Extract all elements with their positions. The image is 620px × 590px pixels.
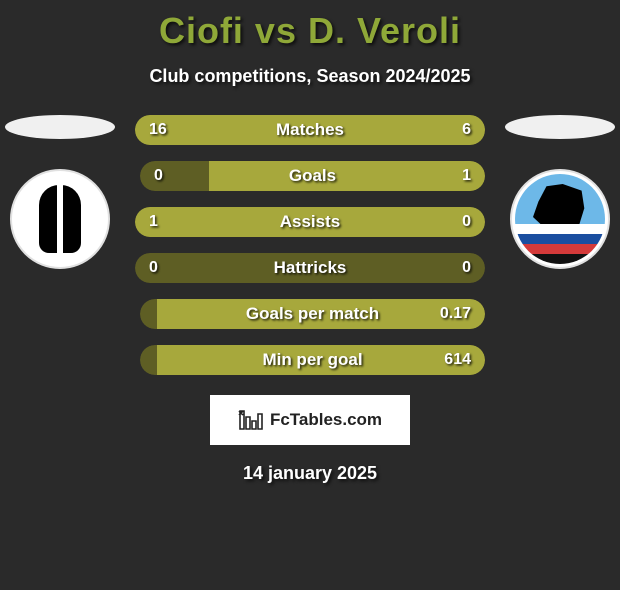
sampdoria-badge [510, 169, 610, 269]
snapshot-date: 14 january 2025 [0, 463, 620, 484]
stat-right-value: 6 [462, 121, 471, 139]
brand-footer: FcTables.com [210, 395, 410, 445]
stat-bar: Assists1 0 [135, 207, 485, 237]
stat-bar: Min per goal614 [140, 345, 485, 375]
cesena-seahorse-icon [39, 185, 81, 253]
stat-label: Assists [135, 212, 485, 232]
page-subtitle: Club competitions, Season 2024/2025 [0, 66, 620, 87]
comparison-panel: Matches166Goals01Assists10Hattricks00Goa… [0, 115, 620, 484]
stat-right-value: 0 [462, 259, 471, 277]
stat-right-value: 0 [462, 213, 471, 231]
right-player-column [500, 115, 620, 269]
stat-right-value: 0.17 [440, 305, 471, 323]
stats-bars-container: Matches166Goals01Assists10Hattricks00Goa… [135, 115, 485, 375]
stat-bar: Matches16 6 [135, 115, 485, 145]
stat-bar: Goals per match0.17 [140, 299, 485, 329]
stat-right-value: 1 [462, 167, 471, 185]
left-player-silhouette [5, 115, 115, 139]
page-title: Ciofi vs D. Veroli [0, 10, 620, 52]
fctables-logo-icon [238, 409, 264, 431]
stat-label: Goals per match [140, 304, 485, 324]
stat-bar: Goals0 1 [140, 161, 485, 191]
brand-text: FcTables.com [270, 410, 382, 430]
stat-left-value: 16 [149, 121, 167, 139]
stat-left-value: 0 [154, 167, 163, 185]
stat-label: Matches [135, 120, 485, 140]
right-player-silhouette [505, 115, 615, 139]
stat-label: Hattricks [135, 258, 485, 278]
stat-left-value: 1 [149, 213, 158, 231]
stat-left-value: 0 [149, 259, 158, 277]
cesena-badge [10, 169, 110, 269]
stat-right-value: 614 [444, 351, 471, 369]
stat-label: Goals [140, 166, 485, 186]
stat-label: Min per goal [140, 350, 485, 370]
left-player-column [0, 115, 120, 269]
stat-bar: Hattricks0 0 [135, 253, 485, 283]
sampdoria-stripes [515, 224, 605, 265]
